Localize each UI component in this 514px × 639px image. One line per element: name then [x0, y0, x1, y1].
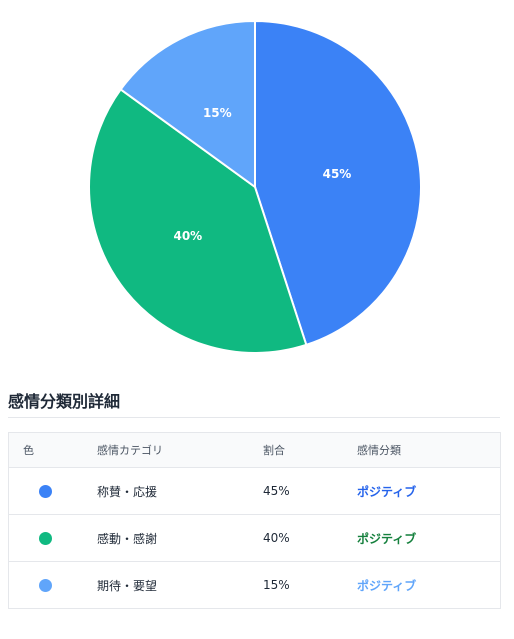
pie-slice	[119, 19, 256, 189]
header-category: 感情カテゴリ	[83, 432, 249, 468]
header-ratio: 割合	[249, 432, 343, 468]
color-dot	[39, 532, 52, 545]
category-cell: 称賛・応援	[83, 467, 249, 515]
pie-chart-svg: 45% 40% 15%	[88, 19, 422, 354]
classification-cell: ポジティブ	[343, 514, 501, 562]
slice-label: 15%	[203, 106, 232, 120]
color-dot	[39, 485, 52, 498]
table-row: 感動・感謝 40% ポジティブ	[8, 514, 501, 562]
ratio-cell: 40%	[249, 514, 343, 562]
color-cell	[8, 467, 83, 515]
ratio-cell: 15%	[263, 578, 290, 592]
slice-label: 45%	[323, 167, 352, 181]
slice-label: 40%	[173, 229, 202, 243]
category-cell: 感動・感謝	[83, 514, 249, 562]
classification-cell: ポジティブ	[357, 578, 417, 593]
table-row: 期待・要望 15% ポジティブ	[9, 562, 501, 609]
color-dot	[39, 579, 52, 592]
table-header-row: 色 感情カテゴリ 割合 感情分類	[8, 432, 501, 468]
pie-slice	[254, 19, 422, 347]
section-title: 感情分類別詳細	[8, 392, 121, 411]
color-cell	[9, 562, 84, 609]
table-row: 称賛・応援 45% ポジティブ	[8, 467, 501, 515]
pie-chart: 45% 40% 15%	[88, 19, 422, 354]
color-cell	[8, 514, 83, 562]
classification-cell: ポジティブ	[343, 467, 501, 515]
header-classification: 感情分類	[343, 432, 501, 468]
category-cell: 期待・要望	[97, 578, 158, 593]
header-color: 色	[8, 432, 83, 468]
section-divider	[8, 417, 500, 418]
pie-slice	[88, 88, 308, 354]
emotion-detail-table: 色 感情カテゴリ 割合 感情分類 称賛・応援 45% ポジティブ 感動・感謝 4…	[8, 432, 501, 609]
ratio-cell: 45%	[249, 467, 343, 515]
